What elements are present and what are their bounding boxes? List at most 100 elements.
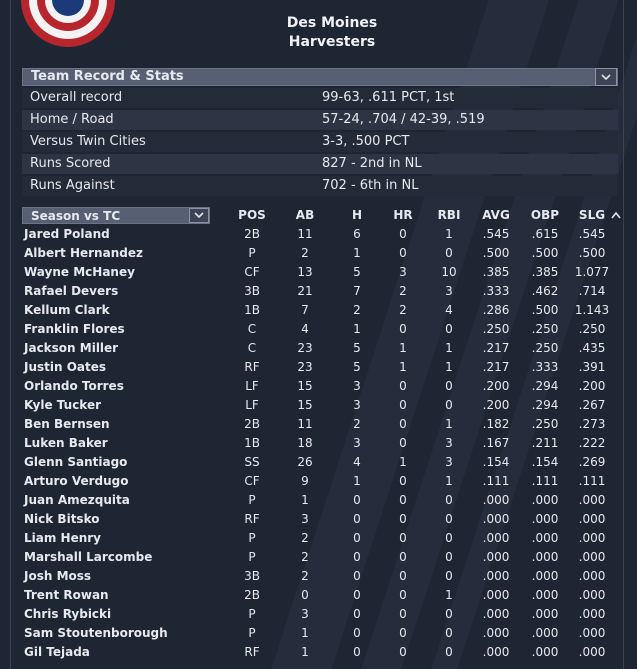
player-name[interactable]: Kellum Clark [24,303,110,317]
player-name[interactable]: Juan Amezquita [24,493,130,507]
cell-slg: .111 [578,474,606,488]
column-header-hr[interactable]: HR [393,208,413,222]
cell-ab: 21 [297,284,313,298]
cell-pos: SS [244,455,260,469]
player-name[interactable]: Marshall Larcombe [24,550,153,564]
cell-h: 1 [353,322,361,336]
table-row[interactable]: Liam Henry P 2 0 0 0 .000 .000 .000 [22,529,618,548]
cell-h: 0 [353,588,361,602]
cell-rbi: 4 [445,303,453,317]
cell-obp: .500 [531,303,559,317]
cell-rbi: 0 [445,512,453,526]
table-row[interactable]: Nick Bitsko RF 3 0 0 0 .000 .000 .000 [22,510,618,529]
cell-hr: 0 [399,569,407,583]
table-row[interactable]: Jared Poland 2B 11 6 0 1 .545 .615 .545 [22,225,618,244]
column-header-rbi[interactable]: RBI [437,208,461,222]
table-row[interactable]: Chris Rybicki P 3 0 0 0 .000 .000 .000 [22,605,618,624]
cell-h: 0 [353,626,361,640]
cell-h: 3 [353,379,361,393]
table-row[interactable]: Ben Bernsen 2B 11 2 0 1 .182 .250 .273 [22,415,618,434]
cell-rbi: 1 [445,417,453,431]
column-header-obp[interactable]: OBP [530,208,560,222]
player-name[interactable]: Wayne McHaney [24,265,135,279]
column-header-avg[interactable]: AVG [482,208,510,222]
player-name[interactable]: Ben Bernsen [24,417,110,431]
cell-slg: .267 [578,398,606,412]
column-header-h[interactable]: H [351,208,363,222]
table-row[interactable]: Franklin Flores C 4 1 0 0 .250 .250 .250 [22,320,618,339]
table-row[interactable]: Wayne McHaney CF 13 5 3 10 .385 .385 1.077 [22,263,618,282]
table-row[interactable]: Jackson Miller C 23 5 1 1 .217 .250 .435 [22,339,618,358]
table-row[interactable]: Kellum Clark 1B 7 2 2 4 .286 .500 1.143 [22,301,618,320]
table-row[interactable]: Albert Hernandez P 2 1 0 0 .500 .500 .500 [22,244,618,263]
player-name[interactable]: Nick Bitsko [24,512,100,526]
cell-avg: .000 [482,607,510,621]
table-row[interactable]: Rafael Devers 3B 21 7 2 3 .333 .462 .714 [22,282,618,301]
player-name[interactable]: Liam Henry [24,531,102,545]
table-row[interactable]: Josh Moss 3B 2 0 0 0 .000 .000 .000 [22,567,618,586]
player-name[interactable]: Sam Stoutenborough [24,626,168,640]
cell-h: 3 [353,398,361,412]
cell-obp: .615 [531,227,559,241]
cell-obp: .462 [531,284,559,298]
cell-obp: .000 [531,626,559,640]
table-row[interactable]: Kyle Tucker LF 15 3 0 0 .200 .294 .267 [22,396,618,415]
cell-ab: 2 [301,531,309,545]
cell-hr: 1 [399,341,407,355]
player-name[interactable]: Jackson Miller [24,341,119,355]
cell-rbi: 1 [445,227,453,241]
cell-avg: .217 [482,341,510,355]
player-name[interactable]: Kyle Tucker [24,398,102,412]
cell-slg: .000 [578,626,606,640]
player-name[interactable]: Chris Rybicki [24,607,112,621]
cell-pos: 1B [244,303,260,317]
player-name[interactable]: Orlando Torres [24,379,124,393]
player-name[interactable]: Josh Moss [24,569,92,583]
player-name[interactable]: Arturo Verdugo [24,474,129,488]
table-row[interactable]: Marshall Larcombe P 2 0 0 0 .000 .000 .000 [22,548,618,567]
player-name[interactable]: Franklin Flores [24,322,125,336]
cell-obp: .294 [531,398,559,412]
scroll-up-icon[interactable] [610,209,622,223]
table-row[interactable]: Glenn Santiago SS 26 4 1 3 .154 .154 .269 [22,453,618,472]
player-name[interactable]: Rafael Devers [24,284,119,298]
season-filter-dropdown-button[interactable] [189,208,209,223]
player-name[interactable]: Justin Oates [24,360,107,374]
cell-slg: .500 [578,246,606,260]
season-filter-select[interactable]: Season vs TC [22,207,210,224]
team-record-header[interactable]: Team Record & Stats [22,68,618,86]
team-record-label: Overall record [30,90,123,105]
table-row[interactable]: Juan Amezquita P 1 0 0 0 .000 .000 .000 [22,491,618,510]
table-row[interactable]: Justin Oates RF 23 5 1 1 .217 .333 .391 [22,358,618,377]
table-row[interactable]: Sam Stoutenborough P 1 0 0 0 .000 .000 .000 [22,624,618,643]
column-header-ab[interactable]: AB [295,208,315,222]
player-name[interactable]: Luken Baker [24,436,108,450]
player-name[interactable]: Gil Tejada [24,645,90,659]
table-row[interactable]: Arturo Verdugo CF 9 1 0 1 .111 .111 .111 [22,472,618,491]
player-name[interactable]: Albert Hernandez [24,246,143,260]
column-header-pos[interactable]: POS [238,208,266,222]
cell-h: 2 [353,417,361,431]
cell-pos: 3B [244,284,260,298]
table-row[interactable]: Trent Rowan 2B 0 0 0 1 .000 .000 .000 [22,586,618,605]
player-name[interactable]: Trent Rowan [24,588,109,602]
table-row[interactable]: Luken Baker 1B 18 3 0 3 .167 .211 .222 [22,434,618,453]
team-record-dropdown-button[interactable] [595,68,617,86]
cell-avg: .000 [482,531,510,545]
cell-rbi: 0 [445,493,453,507]
team-record-title: Team Record & Stats [31,69,184,84]
cell-rbi: 0 [445,550,453,564]
table-row[interactable]: Orlando Torres LF 15 3 0 0 .200 .294 .200 [22,377,618,396]
cell-obp: .000 [531,550,559,564]
cell-slg: .273 [578,417,606,431]
table-row[interactable]: Gil Tejada RF 1 0 0 0 .000 .000 .000 [22,643,618,662]
cell-ab: 23 [297,341,313,355]
cell-h: 0 [353,569,361,583]
column-header-slg[interactable]: SLG [578,208,606,222]
player-name[interactable]: Glenn Santiago [24,455,128,469]
player-name[interactable]: Jared Poland [24,227,110,241]
cell-hr: 0 [399,398,407,412]
cell-ab: 11 [297,227,313,241]
cell-slg: .435 [578,341,606,355]
cell-avg: .000 [482,550,510,564]
